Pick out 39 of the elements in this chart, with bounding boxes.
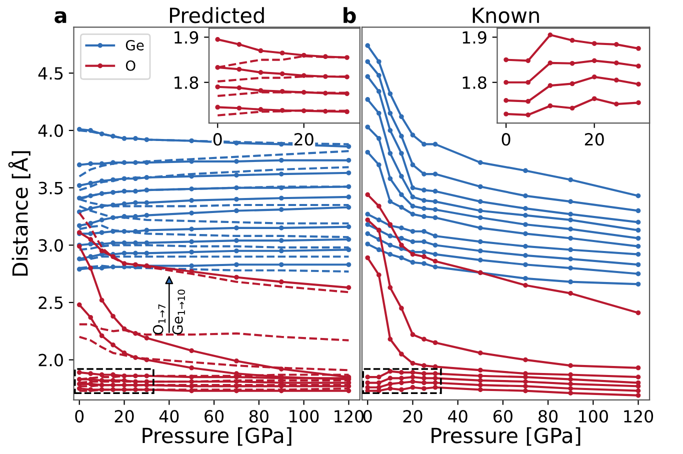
x-tick-label: 20 xyxy=(584,133,604,146)
y-tick-label: 2.0 xyxy=(38,354,63,366)
y-tick-label: 4.0 xyxy=(38,124,63,138)
annotation: Ge$_{1→10}$ xyxy=(172,290,186,334)
x-tick-label: 20 xyxy=(114,410,134,423)
y-tick-label: 1.8 xyxy=(462,76,486,89)
text: b xyxy=(344,7,356,24)
legend-label: O xyxy=(126,60,136,71)
x-tick-label: 120 xyxy=(334,410,364,423)
y-tick-label: 1.9 xyxy=(174,31,198,44)
y-tick-label: 4.5 xyxy=(38,67,63,80)
x-tick-label: 100 xyxy=(579,410,608,423)
x-tick-label: 100 xyxy=(290,410,319,423)
x-tick-label: 80 xyxy=(538,410,558,423)
legend-label: Ge xyxy=(126,40,144,50)
chart-title: Predicted xyxy=(170,7,264,24)
chart-title: Known xyxy=(472,8,539,24)
y-tick-label: 1.9 xyxy=(462,31,486,44)
y-tick-label: 3.5 xyxy=(38,182,63,194)
text: a xyxy=(54,11,66,24)
x-tick-label: 40 xyxy=(159,410,179,423)
x-tick-label: 0 xyxy=(213,133,222,146)
x-tick-label: 0 xyxy=(75,410,84,423)
x-axis-title: Pressure [GPa] xyxy=(432,427,580,446)
x-tick-label: 80 xyxy=(249,410,268,423)
x-tick-label: 0 xyxy=(502,133,510,146)
x-tick-label: 20 xyxy=(294,133,314,146)
y-tick-label: 3.0 xyxy=(38,239,63,252)
x-tick-label: 60 xyxy=(494,410,512,423)
x-tick-label: 0 xyxy=(363,410,372,423)
x-tick-label: 60 xyxy=(204,410,224,423)
y-tick-label: 1.8 xyxy=(174,76,198,89)
y-tick-label: 2.5 xyxy=(38,296,63,310)
x-tick-label: 120 xyxy=(624,410,654,423)
x-tick-label: 40 xyxy=(448,410,468,423)
x-axis-title: Pressure [GPa] xyxy=(142,427,292,446)
annotation: O$_{1→7}$ xyxy=(152,304,166,334)
x-tick-label: 20 xyxy=(403,410,422,423)
y-axis-title: Distance [Å] xyxy=(8,151,30,276)
